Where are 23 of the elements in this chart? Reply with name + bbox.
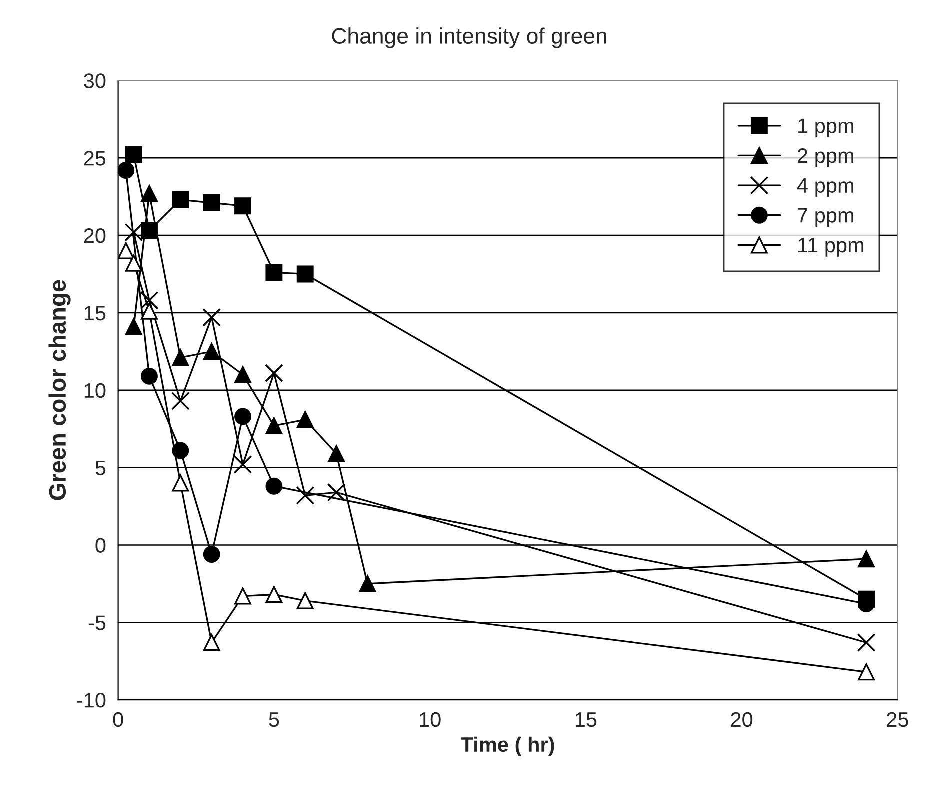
y-tick-label: 25 <box>84 151 106 166</box>
y-tick-label: 20 <box>84 228 106 244</box>
y-tick-label: -10 <box>77 693 106 708</box>
y-tick-label: -5 <box>88 616 106 630</box>
legend-label: 4 ppm <box>797 178 854 198</box>
y-tick-label: 15 <box>84 306 106 321</box>
legend-label: 2 ppm <box>798 148 854 168</box>
legend-label: 11 ppm <box>798 238 864 257</box>
chart-title: Change in intensity of green <box>332 28 606 48</box>
x-tick-label: 15 <box>576 712 597 728</box>
y-tick-label: 30 <box>84 74 106 88</box>
y-axis-title: Green color change <box>48 280 71 500</box>
y-tick-label: 5 <box>96 460 106 476</box>
x-tick-label: 0 <box>113 712 124 728</box>
y-tick-label: 10 <box>84 383 106 398</box>
x-tick-label: 25 <box>887 712 908 728</box>
legend-label: 1 ppm <box>798 118 854 138</box>
y-tick-label: 0 <box>96 538 106 553</box>
x-tick-label: 20 <box>731 712 753 728</box>
legend-label: 7 ppm <box>798 208 854 227</box>
x-axis-title: Time ( hr) <box>460 736 554 756</box>
x-tick-label: 10 <box>420 712 441 728</box>
x-tick-label: 5 <box>269 712 280 728</box>
